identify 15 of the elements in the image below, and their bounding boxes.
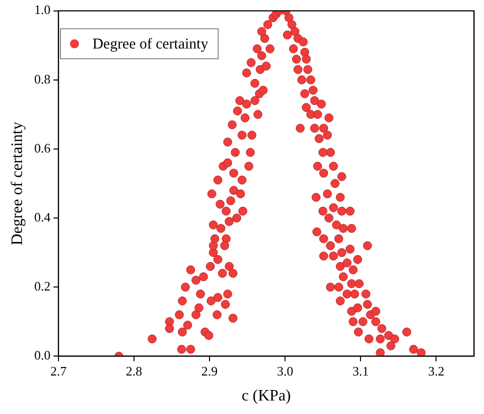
y-tick-label: 1.0 [34, 2, 50, 18]
x-axis-title: c (KPa) [242, 388, 291, 405]
x-tick-label: 2.9 [201, 363, 218, 378]
x-tick-label: 2.7 [50, 363, 68, 378]
x-tick-label: 2.8 [126, 363, 142, 378]
y-tick-label: 0.0 [34, 348, 50, 363]
x-tick-label: 3.1 [352, 363, 369, 378]
x-tick-label: 3.0 [276, 363, 294, 378]
y-tick-label: 0.2 [34, 278, 50, 294]
y-tick-label: 0.6 [34, 140, 51, 156]
legend-label: Degree of certainty [92, 36, 209, 53]
y-axis-title: Degree of certainty [8, 122, 26, 246]
x-tick-label: 3.2 [428, 363, 444, 378]
y-tick-label: 0.4 [34, 209, 51, 224]
y-tick-label: 0.8 [34, 71, 50, 86]
